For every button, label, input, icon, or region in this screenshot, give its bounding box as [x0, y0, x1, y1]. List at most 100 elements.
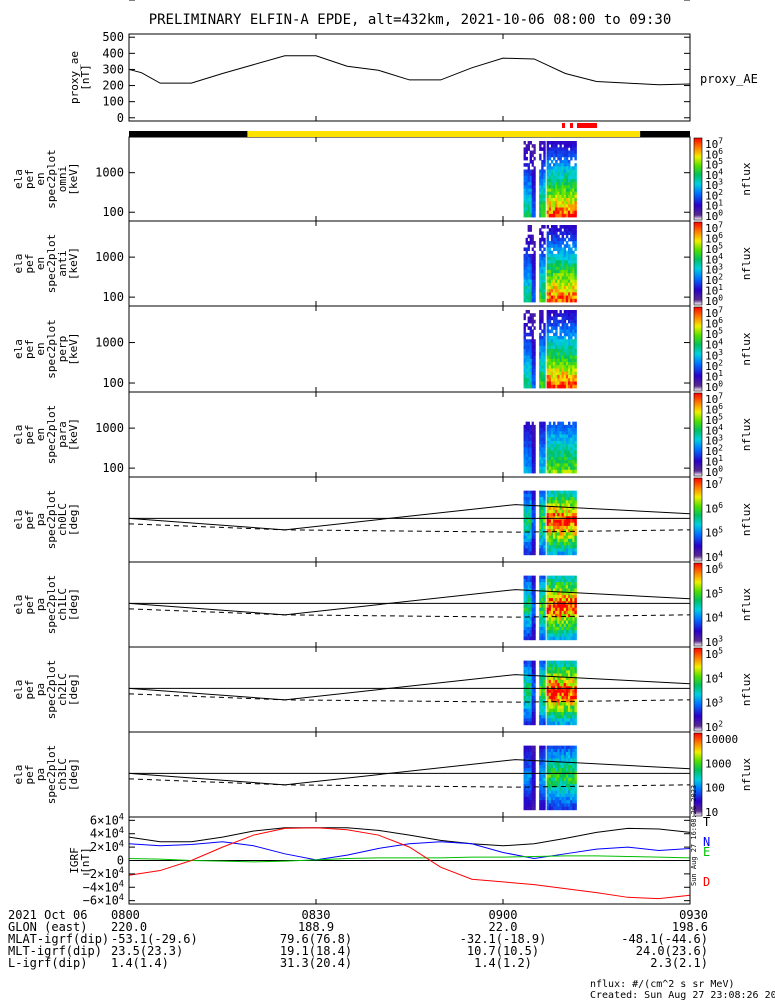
spectrogram-cell: [541, 292, 544, 296]
spectrogram-cell: [572, 273, 575, 277]
spectrogram-cell: [561, 365, 565, 369]
spectrogram-cell: [559, 437, 562, 442]
spectrogram-cell: [568, 431, 571, 435]
spectrogram-cell: [533, 447, 536, 451]
spectrogram-cell: [525, 207, 528, 212]
spectrogram-cell: [559, 282, 562, 287]
spectrogram-cell: [553, 326, 556, 330]
spectrogram-cell: [553, 463, 556, 467]
spectrogram-cell: [572, 424, 575, 429]
spectrogram-cell: [525, 198, 528, 202]
spectrogram-cell: [568, 345, 571, 350]
spectrogram-cell: [539, 213, 542, 218]
spectrogram-cell: [543, 368, 546, 373]
spectrogram-cell: [555, 708, 558, 713]
spectrogram-cell: [561, 490, 565, 495]
spectrogram-cell: [559, 431, 562, 435]
spectrogram-cell: [548, 250, 552, 255]
spectrogram-cell: [533, 349, 536, 353]
spectrogram-cell: [553, 708, 556, 713]
spectrogram-cell: [546, 800, 550, 804]
spectrogram-cell: [559, 806, 562, 811]
spectrogram-cell: [533, 490, 536, 495]
spectrogram-cell: [553, 500, 556, 504]
x-table-row-label: 2021 Oct 06: [8, 908, 87, 922]
spectrogram-cell: [548, 796, 552, 801]
spectrogram-cell: [561, 636, 565, 641]
spectrogram-cell: [572, 588, 575, 593]
spectrogram-cell: [527, 339, 530, 343]
y-axis-label: ela: [12, 510, 25, 530]
spectrogram-cell: [557, 323, 560, 327]
spectrogram-cell: [574, 755, 577, 759]
spectrogram-cell: [568, 755, 571, 759]
spectrogram-cell: [557, 519, 560, 524]
spectrogram-cell: [555, 604, 558, 609]
spectrogram-cell: [527, 761, 530, 766]
spectrogram-cell: [559, 551, 562, 556]
spectrogram-cell: [543, 522, 546, 527]
spectrogram-cell: [539, 683, 542, 687]
spectrogram-cell: [525, 273, 528, 277]
spectrogram-cell: [527, 355, 530, 360]
panel-frame: [128, 646, 691, 733]
spectrogram-cell: [550, 636, 554, 641]
spectrogram-cell: [539, 541, 542, 546]
spectrogram-cell: [572, 345, 575, 350]
y-axis-label: pef: [23, 425, 36, 445]
spectrogram-cell: [531, 708, 534, 713]
spectrogram-cell: [550, 250, 554, 255]
spectrogram-cell: [531, 182, 534, 186]
spectrogram-cell: [563, 298, 567, 303]
spectrogram-cell: [563, 525, 567, 530]
spectrogram-cell: [543, 598, 546, 602]
spectrogram-cell: [533, 166, 536, 170]
spectrogram-cell: [529, 450, 532, 455]
spectrogram-cell: [548, 588, 552, 593]
spectrogram-cell: [548, 179, 552, 183]
spectrogram-cell: [533, 437, 536, 442]
spectrogram-cell: [570, 147, 573, 151]
spectrogram-cell: [553, 702, 556, 706]
spectrogram-cell: [572, 326, 575, 330]
spectrogram-cell: [555, 188, 558, 193]
loss-cone-line: [128, 589, 691, 616]
spectrogram-cell: [565, 636, 569, 641]
spectrogram-cell: [559, 285, 562, 290]
spectrogram-cell: [533, 676, 536, 681]
spectrogram-cell: [555, 201, 558, 205]
x-ticks: [128, 34, 691, 121]
spectrogram-cell: [525, 241, 528, 245]
spectrogram-cell: [572, 289, 575, 293]
spectrogram-cell: [570, 213, 573, 218]
spectrogram-cell: [563, 519, 567, 524]
spectrogram-cell: [529, 282, 532, 287]
spectrogram-cell: [548, 660, 552, 665]
spectrogram-cell: [561, 231, 565, 236]
spectrogram-cell: [539, 575, 542, 580]
spectrogram-cell: [548, 699, 552, 703]
spectrogram-cell: [572, 636, 575, 641]
spectrogram-cell: [568, 699, 571, 703]
spectrogram-cell: [546, 424, 550, 429]
spectrogram-cell: [563, 752, 567, 756]
spectrogram-cell: [561, 620, 565, 625]
colorbar-tick-label: 10: [705, 806, 718, 819]
spectrogram-cell: [531, 598, 534, 602]
spectrogram-cell: [541, 428, 544, 432]
spectrogram-cell: [539, 620, 542, 625]
spectrogram-cell: [527, 529, 530, 533]
spectrogram-cell: [525, 784, 528, 788]
spectrogram-cell: [555, 578, 558, 583]
spectrogram-cell: [572, 764, 575, 769]
spectrogram-cell: [570, 525, 573, 530]
spectrogram-cell: [561, 670, 565, 674]
spectrogram-cell: [574, 285, 577, 290]
spectrogram-cell: [550, 699, 554, 703]
spectrogram-cell: [531, 440, 534, 445]
spectrogram-cell: [572, 368, 575, 373]
spectrogram-cell: [572, 279, 575, 284]
spectrogram-cell: [557, 617, 560, 621]
spectrogram-cell: [548, 591, 552, 596]
spectrogram-cell: [533, 800, 536, 804]
